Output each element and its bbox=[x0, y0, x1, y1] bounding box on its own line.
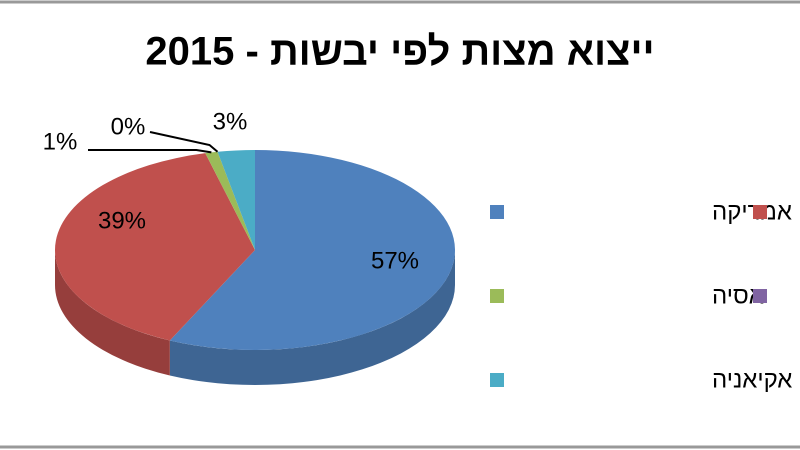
legend-swatch bbox=[753, 205, 767, 219]
legend-swatch bbox=[490, 205, 504, 219]
slice-side bbox=[55, 250, 170, 376]
legend-swatch bbox=[490, 289, 504, 303]
data-label: 57% bbox=[371, 247, 419, 274]
leader-line bbox=[149, 131, 219, 153]
pie-slice bbox=[55, 153, 256, 341]
data-label: 1% bbox=[43, 128, 78, 155]
data-label: 3% bbox=[213, 108, 248, 135]
legend-label: אקיאניה bbox=[712, 366, 792, 393]
data-label: 0% bbox=[111, 113, 146, 140]
legend-label: אמריקה bbox=[712, 198, 792, 225]
legend-swatch bbox=[753, 289, 767, 303]
legend-swatch bbox=[490, 373, 504, 387]
data-label: 39% bbox=[98, 207, 146, 234]
pie-slice bbox=[169, 150, 456, 351]
leader-line bbox=[88, 149, 212, 154]
chart-title: ייצוא מצות לפי יבשות - 2015 bbox=[145, 30, 654, 74]
pie-slice bbox=[217, 150, 255, 250]
pie-slice bbox=[205, 151, 255, 250]
slice-side bbox=[169, 250, 455, 385]
